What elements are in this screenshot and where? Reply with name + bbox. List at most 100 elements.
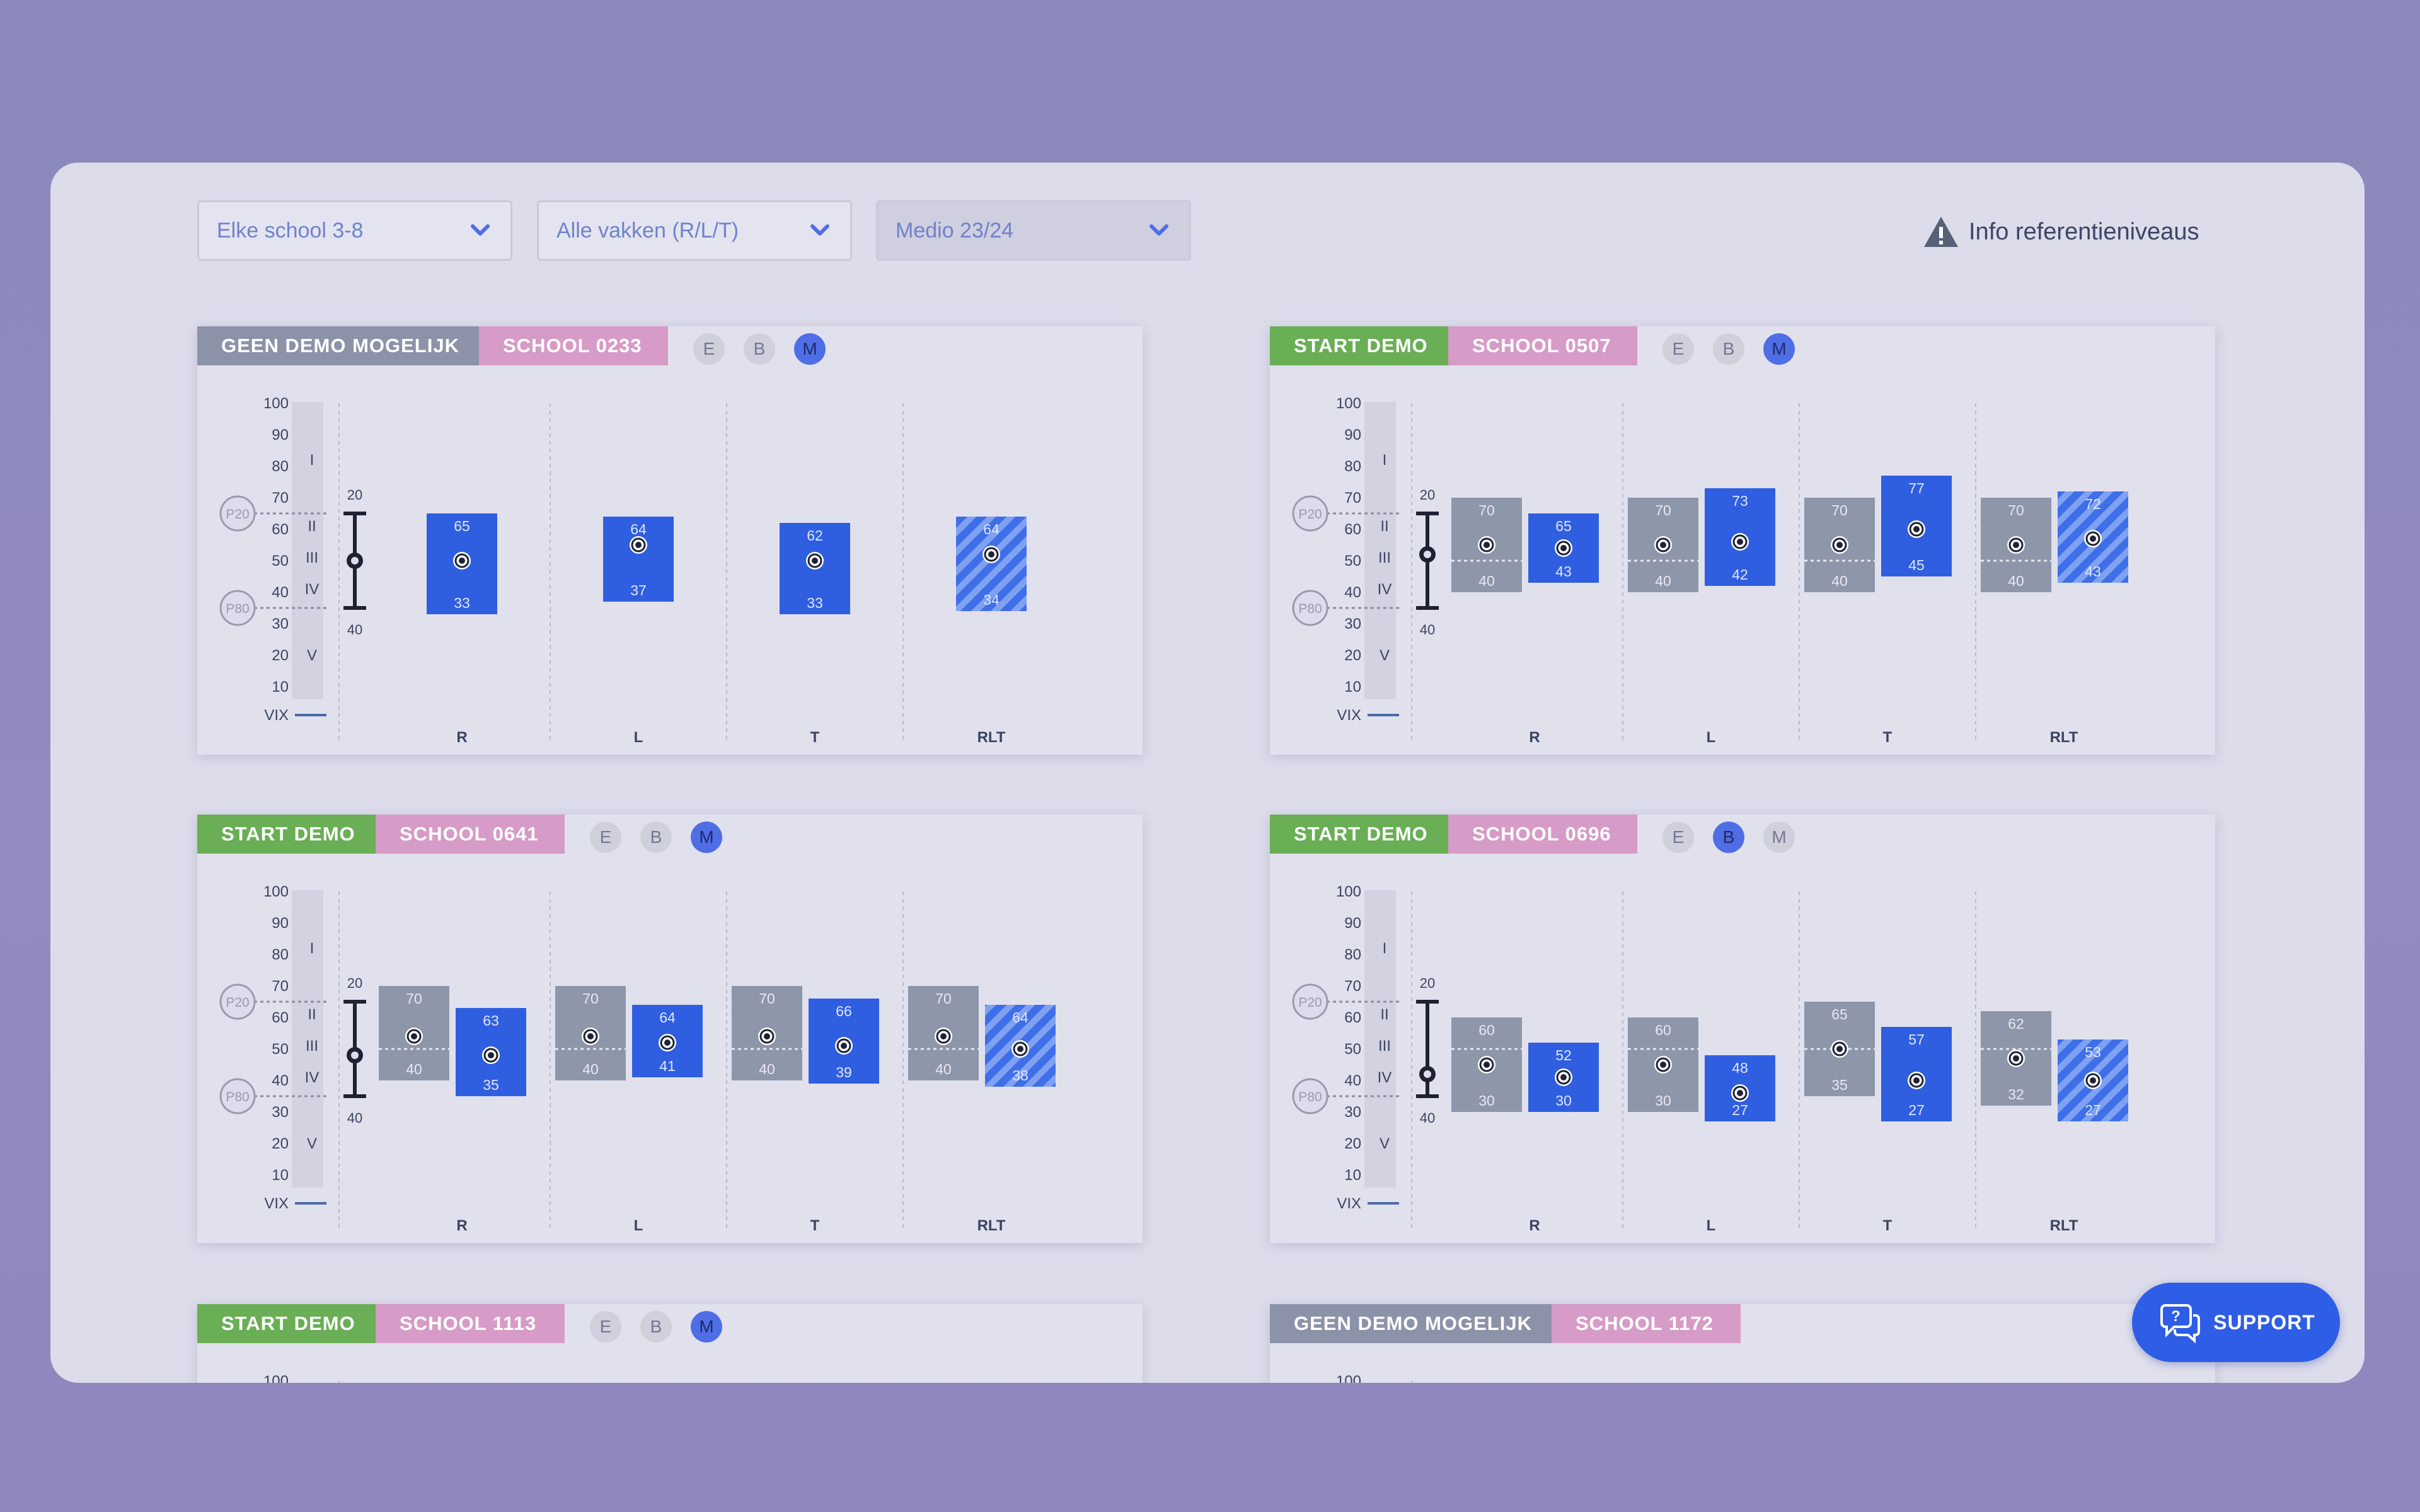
period-toggle-b[interactable]: B [640, 1311, 672, 1343]
info-referentieniveaus-label: Info referentieniveaus [1969, 218, 2199, 245]
p80-marker: P80 [226, 602, 249, 616]
level-numeral: IV [305, 1069, 320, 1086]
p80-marker: P80 [1298, 602, 1322, 616]
bar-top-value: 64 [659, 1009, 676, 1026]
bar-bottom-value: 42 [1732, 566, 1748, 583]
school-card: GEEN DEMO MOGELIJK SCHOOL 1172 100 [1270, 1304, 2215, 1383]
period-toggle-e[interactable]: E [590, 822, 621, 853]
bar-top-value: 72 [2085, 496, 2101, 512]
school-card: START DEMO SCHOOL 0696 E B M 100 90 80 70 60 50 40 3… [1270, 815, 2215, 1243]
y-axis-tick: 50 [272, 553, 289, 570]
period-toggle-e[interactable]: E [590, 1311, 621, 1343]
bar-top-value: 62 [2008, 1016, 2024, 1032]
column-label-t: T [810, 729, 820, 746]
bar-top-value: 64 [1012, 1009, 1028, 1026]
axis-strip [1364, 402, 1396, 699]
period-toggle-b[interactable]: B [640, 822, 672, 853]
range-top-label: 20 [1420, 487, 1435, 503]
bar-top-value: 60 [1655, 1022, 1671, 1038]
level-numeral: III [1378, 1038, 1391, 1055]
y-axis-tick: 60 [272, 1009, 289, 1026]
bar-bottom-value: 40 [406, 1061, 422, 1077]
geen-demo-tag: GEEN DEMO MOGELIJK [1270, 1304, 1552, 1343]
start-demo-tag[interactable]: START DEMO [1270, 326, 1448, 365]
school-score-bar[interactable] [956, 517, 1027, 611]
bar-top-value: 70 [1655, 502, 1671, 518]
y-axis-tick: 50 [1344, 1041, 1361, 1058]
range-bottom-label: 40 [347, 622, 362, 638]
y-axis-tick: 80 [272, 458, 289, 475]
y-axis-tick: 10 [272, 1167, 289, 1184]
period-toggle-b[interactable]: B [1713, 822, 1744, 853]
score-chart: 100908070605040302010VIXIIIIIIIVVP20P80R… [1292, 883, 2128, 1234]
y-axis-tick: 20 [1344, 1135, 1361, 1152]
period-toggle-e[interactable]: E [1662, 333, 1694, 365]
column-label-t: T [810, 1217, 820, 1234]
bar-top-value: 57 [1908, 1031, 1925, 1048]
bar-bottom-value: 40 [582, 1061, 599, 1077]
bar-bottom-value: 33 [807, 595, 823, 611]
level-numeral: V [307, 1135, 317, 1152]
bar-bottom-value: 34 [983, 592, 1000, 608]
support-button[interactable]: ? SUPPORT [2132, 1283, 2340, 1362]
bar-top-value: 70 [2008, 502, 2024, 518]
school-filter-dropdown[interactable]: Elke school 3-8 [197, 200, 512, 261]
period-toggle-m[interactable]: M [1763, 822, 1795, 853]
level-numeral: V [307, 647, 317, 664]
periode-filter-value: Medio 23/24 [896, 218, 1014, 243]
info-referentieniveaus-link[interactable]: Info referentieniveaus [1922, 213, 2199, 251]
start-demo-tag[interactable]: START DEMO [197, 815, 376, 854]
school-filter-value: Elke school 3-8 [217, 218, 364, 243]
period-toggle-m[interactable]: M [691, 822, 722, 853]
p80-marker: P80 [1298, 1090, 1322, 1104]
school-card: START DEMO SCHOOL 0641 E B M 100 90 80 70 60 50 40 3… [197, 815, 1143, 1243]
y-axis-tick: 20 [272, 1135, 289, 1152]
bar-bottom-value: 43 [2085, 563, 2101, 580]
level-numeral: V [1380, 647, 1390, 664]
level-numeral: III [306, 549, 318, 566]
support-chat-icon: ? [2160, 1304, 2201, 1344]
school-name-tag: SCHOOL 1113 [376, 1304, 565, 1343]
y-axis-tick: 80 [272, 946, 289, 963]
p20-marker: P20 [226, 507, 249, 522]
period-toggle-e[interactable]: E [693, 333, 725, 365]
y-axis-tick: 90 [272, 915, 289, 932]
period-toggle-b[interactable]: B [744, 333, 775, 365]
y-axis-tick: 100 [1336, 883, 1361, 900]
bar-bottom-value: 30 [1478, 1092, 1495, 1109]
y-axis-tick: 40 [272, 584, 289, 601]
school-name-tag: SCHOOL 0641 [376, 815, 565, 854]
bar-top-value: 70 [759, 990, 775, 1007]
level-numeral: IV [1378, 1069, 1392, 1086]
y-axis-tick: 20 [272, 647, 289, 664]
periode-filter-dropdown[interactable]: Medio 23/24 [876, 200, 1191, 261]
y-axis-tick: 10 [1344, 679, 1361, 696]
bar-top-value: 64 [630, 521, 647, 537]
bar-top-value: 53 [2085, 1044, 2101, 1060]
period-toggle-m[interactable]: M [794, 333, 826, 365]
period-toggle-e[interactable]: E [1662, 822, 1694, 853]
y-axis-tick: 40 [272, 1072, 289, 1089]
bar-top-value: 62 [807, 527, 823, 544]
start-demo-tag[interactable]: START DEMO [197, 1304, 376, 1343]
y-axis-tick: VIX [264, 1195, 289, 1212]
column-label-rlt: RLT [977, 729, 1006, 746]
start-demo-tag[interactable]: START DEMO [1270, 815, 1448, 854]
period-toggle-m[interactable]: M [1763, 333, 1795, 365]
bar-bottom-value: 32 [2008, 1086, 2024, 1102]
period-toggle-b[interactable]: B [1713, 333, 1744, 365]
bar-top-value: 65 [454, 518, 470, 534]
y-axis-tick: 50 [1344, 553, 1361, 570]
level-numeral: II [1380, 518, 1388, 535]
bar-bottom-value: 40 [2008, 573, 2024, 589]
bar-bottom-value: 38 [1012, 1067, 1028, 1084]
school-score-bar[interactable] [603, 517, 674, 602]
vakken-filter-dropdown[interactable]: Alle vakken (R/L/T) [537, 200, 852, 261]
bar-top-value: 77 [1908, 480, 1925, 496]
column-label-r: R [1529, 1217, 1540, 1234]
y-axis-tick: 30 [272, 616, 289, 633]
bar-bottom-value: 39 [836, 1064, 852, 1080]
period-toggle-m[interactable]: M [691, 1311, 722, 1343]
range-top-label: 20 [347, 975, 362, 991]
dashboard-panel: Elke school 3-8 Alle vakken (R/L/T) Medi… [50, 163, 2365, 1383]
